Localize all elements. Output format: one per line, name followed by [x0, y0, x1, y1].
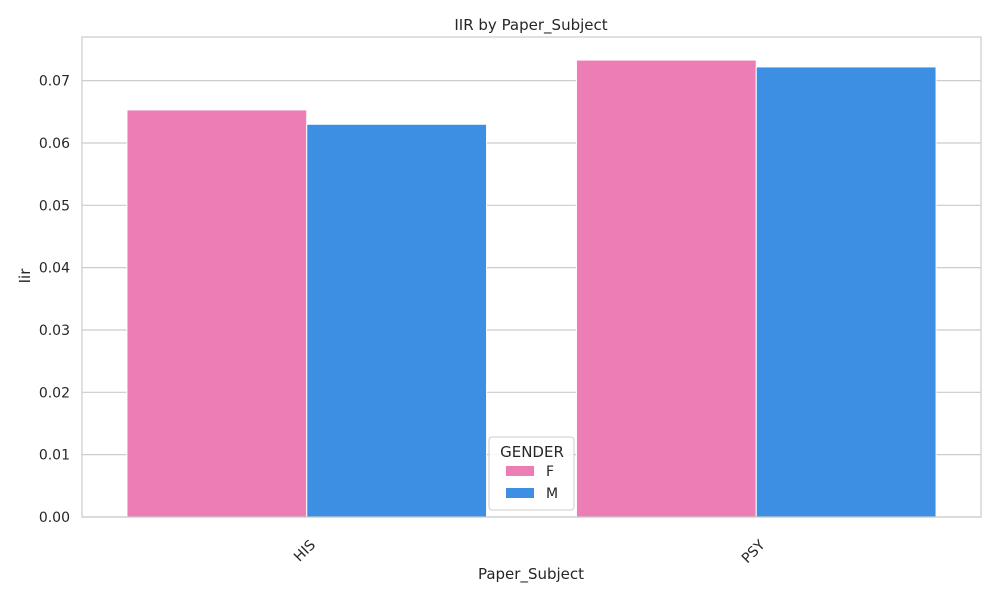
y-tick-label: 0.01: [39, 448, 70, 464]
y-tick-labels: 0.00 0.01 0.02 0.03 0.04 0.05 0.06 0.07: [39, 74, 70, 526]
y-axis-title: Iir: [16, 268, 34, 284]
legend-swatch-f: [506, 466, 534, 476]
plot-frame: [81, 36, 982, 518]
legend-label-m: M: [546, 486, 558, 502]
chart-title: IIR by Paper_Subject: [454, 16, 607, 35]
bar-his-f: [126, 109, 308, 518]
bar-psy-m: [755, 66, 937, 518]
legend: GENDER FM: [488, 436, 575, 511]
bar-his-m: [306, 123, 488, 518]
x-tick-label: HIS: [291, 537, 319, 565]
y-tick-label: 0.05: [39, 198, 70, 214]
legend-label-f: F: [546, 464, 554, 480]
y-tick-label: 0.03: [39, 323, 70, 339]
x-tick-labels: HIS PSY: [291, 537, 769, 567]
y-tick-label: 0.00: [39, 510, 70, 526]
y-tick-label: 0.02: [39, 385, 70, 401]
y-tick-label: 0.07: [39, 74, 70, 90]
x-axis-title: Paper_Subject: [478, 565, 584, 584]
legend-swatch-m: [506, 488, 534, 498]
y-tick-label: 0.04: [39, 261, 70, 277]
bars: [126, 59, 937, 518]
bar-psy-f: [575, 59, 757, 518]
y-tick-label: 0.06: [39, 136, 70, 152]
x-tick-label: PSY: [739, 537, 769, 567]
legend-title: GENDER: [500, 443, 564, 461]
